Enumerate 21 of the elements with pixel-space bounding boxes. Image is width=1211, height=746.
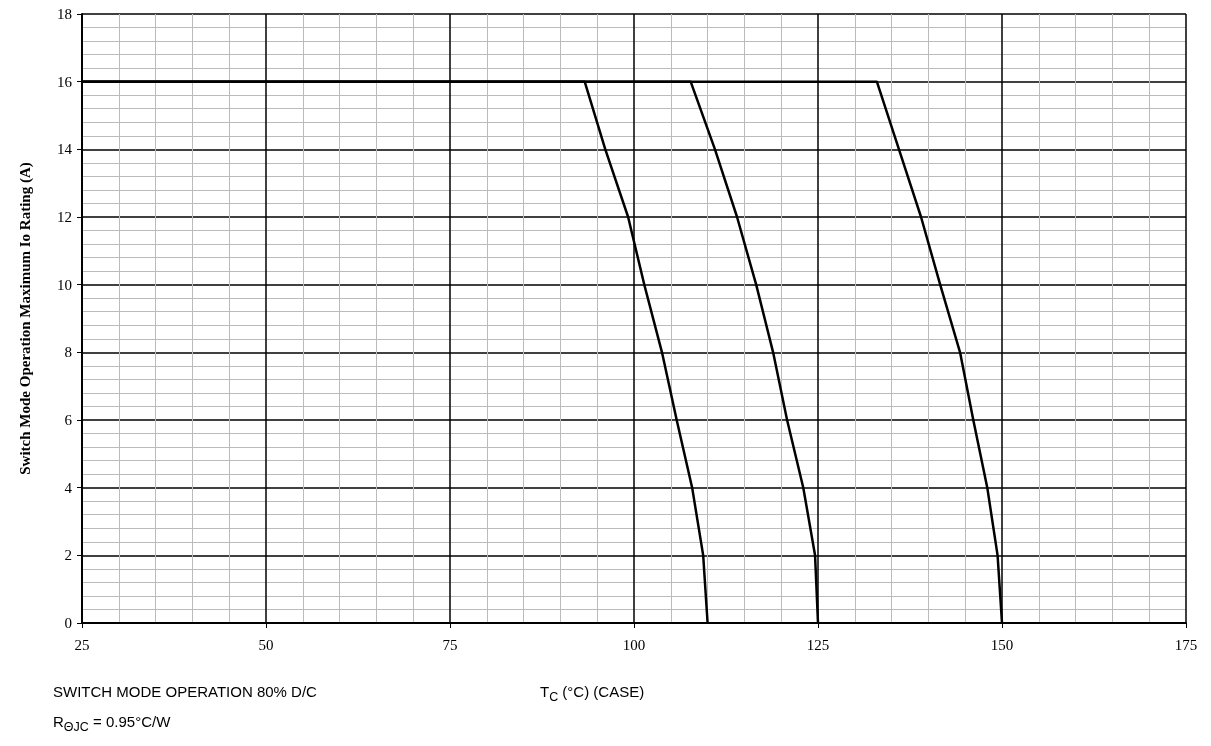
y-tick-label: 8	[64, 344, 72, 361]
y-tick-label: 4	[64, 479, 73, 496]
text: SWITCH MODE OPERATION 80% D/C	[53, 683, 317, 700]
y-tick-label: 10	[57, 276, 72, 293]
x-axis-title: T$_{C}$ (°C) (CASE)	[540, 683, 645, 704]
x-tick-label: 25	[74, 636, 90, 653]
x-tick-label: 75	[442, 636, 458, 653]
y-tick-label: 16	[57, 73, 73, 90]
y-tick-label: 12	[57, 209, 72, 225]
y-axis-title: Switch Mode Operation Maximum Io Rating (A)	[16, 162, 34, 475]
text: R$_{ΘJC}$ = 0.95°C/W	[53, 713, 171, 734]
x-tick-label: 100	[622, 636, 646, 653]
y-tick-label: 14	[57, 141, 73, 158]
y-tick-label: 18	[57, 6, 72, 22]
y-tick-label: 6	[64, 412, 73, 428]
x-tick-label: 50	[258, 636, 274, 653]
y-tick-label: 0	[64, 615, 72, 631]
x-tick-label: 150	[990, 636, 1014, 653]
x-tick-label: 175	[1174, 636, 1198, 653]
x-tick-label: 125	[806, 636, 830, 653]
y-tick-label: 2	[64, 547, 72, 564]
